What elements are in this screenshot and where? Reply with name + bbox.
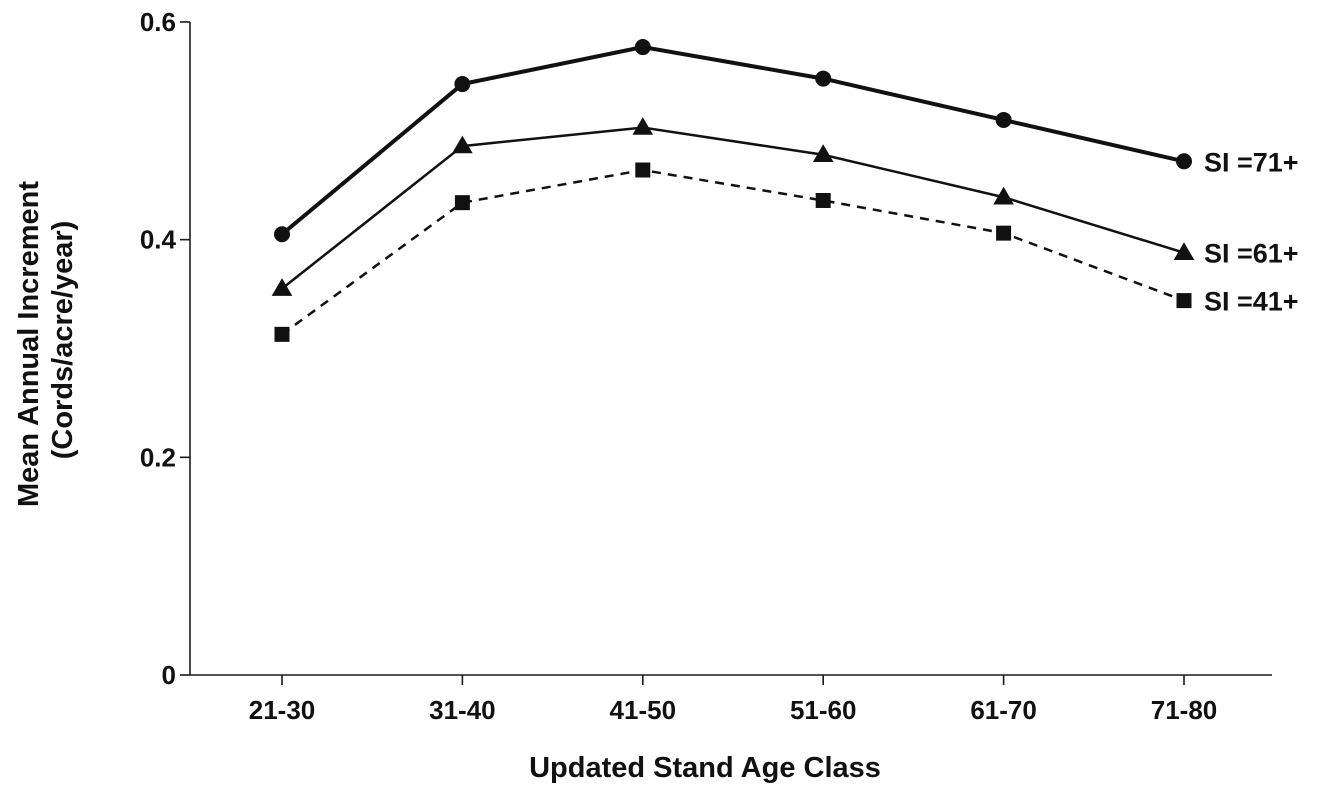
data-point-square — [1176, 293, 1192, 309]
x-tick-label: 41-50 — [610, 695, 677, 725]
data-point-triangle — [812, 144, 834, 163]
x-axis-ticks: 21-30 31-40 41-50 51-60 61-70 71-80 — [249, 675, 1218, 725]
data-point-triangle — [271, 278, 293, 296]
series-line-triangle — [281, 126, 1185, 290]
data-point-triangle — [452, 135, 473, 154]
data-point-circle — [815, 70, 832, 87]
y-tick-label: 0 — [162, 660, 176, 690]
data-point-circle — [274, 226, 290, 243]
data-point-square — [635, 162, 651, 178]
x-tick-label: 51-60 — [790, 695, 857, 725]
data-point-triangle — [1173, 242, 1195, 260]
series-line-circle — [280, 44, 1185, 236]
y-axis-title-line-1: Mean Annual Increment — [13, 181, 45, 507]
series-layer — [271, 39, 1195, 342]
data-point-square — [454, 195, 470, 211]
y-axis-title-line-2: (Cords/acre/year) — [47, 221, 79, 460]
y-axis-title: Mean Annual Increment (Cords/acre/year) — [13, 173, 79, 507]
series-circle — [274, 39, 1192, 243]
data-point-circle — [634, 39, 651, 56]
series-line-square — [281, 168, 1185, 336]
y-tick-label: 0.4 — [140, 225, 177, 255]
x-tick-label: 71-80 — [1151, 695, 1218, 725]
x-tick-label: 31-40 — [429, 695, 496, 725]
data-point-square — [274, 326, 290, 342]
series-label-square: SI =41+ — [1204, 287, 1299, 317]
series-triangle — [271, 117, 1195, 296]
data-point-triangle — [632, 117, 654, 135]
data-point-square — [996, 225, 1012, 241]
series-labels: SI =71+ SI =61+ SI =41+ — [1204, 147, 1299, 316]
data-point-circle — [454, 76, 471, 93]
x-tick-label: 61-70 — [970, 695, 1037, 725]
data-point-square — [815, 192, 831, 208]
y-tick-label: 0.6 — [140, 7, 176, 37]
x-tick-label: 21-30 — [249, 695, 316, 725]
data-point-circle — [995, 111, 1012, 128]
series-label-circle: SI =71+ — [1204, 147, 1299, 177]
x-axis-title: Updated Stand Age Class — [529, 752, 881, 784]
data-point-triangle — [993, 186, 1014, 205]
y-axis-ticks: 0 0.2 0.4 0.6 — [140, 7, 190, 690]
series-square — [274, 162, 1192, 342]
data-point-circle — [1176, 153, 1192, 170]
y-tick-label: 0.2 — [140, 442, 176, 472]
chart-axes — [189, 22, 1272, 676]
series-label-triangle: SI =61+ — [1204, 239, 1299, 269]
